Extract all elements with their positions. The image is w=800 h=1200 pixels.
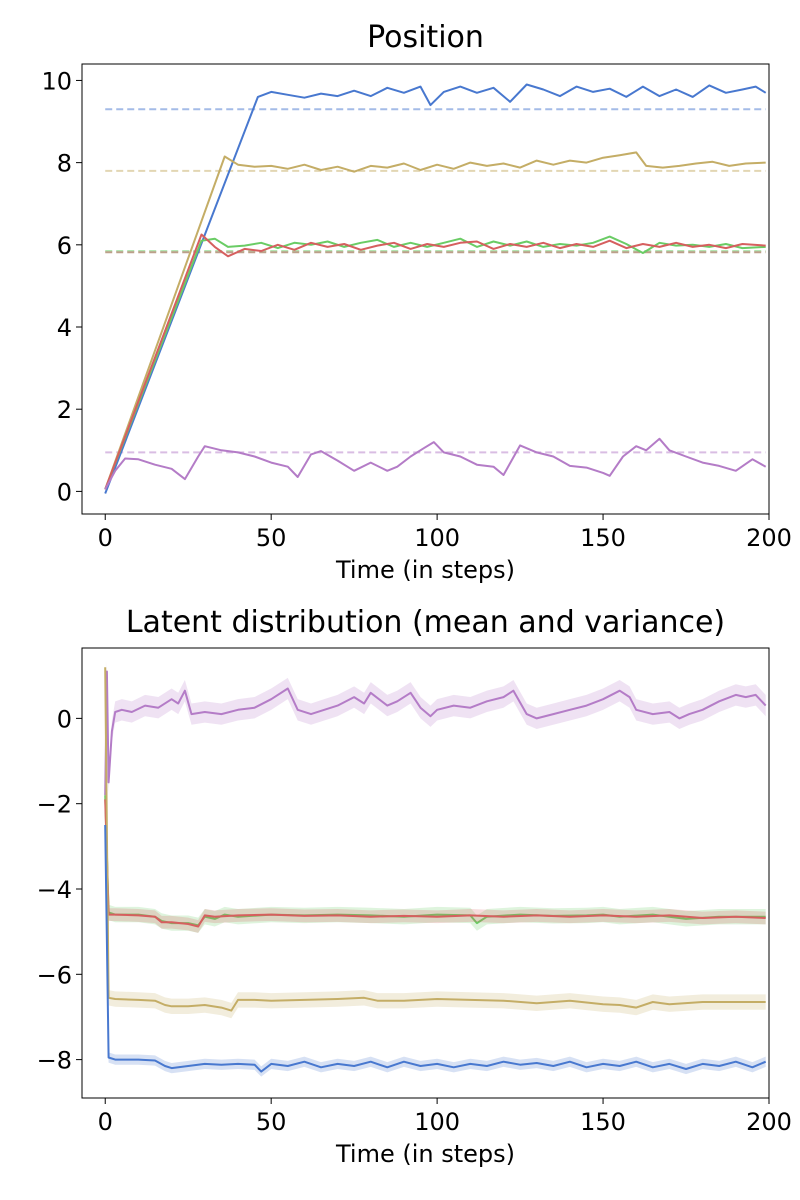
chart-title: Position bbox=[367, 20, 484, 55]
y-tick-label: 2 bbox=[57, 396, 72, 424]
y-tick-label: 4 bbox=[57, 314, 72, 342]
chart-title: Latent distribution (mean and variance) bbox=[126, 605, 725, 640]
series-line bbox=[104, 670, 767, 796]
series-line bbox=[104, 151, 766, 490]
x-tick-label: 0 bbox=[98, 524, 113, 552]
series-line bbox=[104, 799, 766, 928]
series-line bbox=[104, 437, 767, 490]
axes-frame bbox=[81, 647, 770, 1099]
variance-band bbox=[105, 819, 766, 1077]
plot-area bbox=[104, 83, 767, 494]
position-chart: Position 0 50 100 150 200 0 2 4 6 8 10 Time (in step… bbox=[41, 20, 791, 584]
series-line bbox=[104, 824, 767, 1073]
x-tick-label: 200 bbox=[746, 524, 792, 552]
y-tick-label: 0 bbox=[57, 705, 72, 733]
plot-area bbox=[104, 659, 767, 1077]
y-tick-label: −6 bbox=[37, 961, 72, 989]
x-axis-label: Time (in steps) bbox=[335, 1140, 515, 1168]
y-tick-label: 0 bbox=[57, 478, 72, 506]
y-tick-label: 10 bbox=[41, 67, 72, 95]
latent-distribution-chart: Latent distribution (mean and variance) 0… bbox=[37, 605, 792, 1168]
x-axis-label: Time (in steps) bbox=[335, 556, 515, 584]
variance-band bbox=[105, 793, 766, 933]
x-tick-label: 50 bbox=[256, 524, 287, 552]
series-line bbox=[104, 667, 766, 1012]
variance-band bbox=[105, 660, 766, 806]
y-tick-label: 6 bbox=[57, 232, 72, 260]
series-line bbox=[104, 233, 766, 490]
x-tick-label: 50 bbox=[256, 1108, 287, 1136]
x-tick-label: 150 bbox=[580, 524, 626, 552]
x-tick-label: 0 bbox=[98, 1108, 113, 1136]
y-tick-label: −8 bbox=[37, 1047, 72, 1075]
y-tick-label: 8 bbox=[57, 150, 72, 178]
x-tick-label: 100 bbox=[414, 524, 460, 552]
x-tick-label: 100 bbox=[414, 1108, 460, 1136]
y-tick-label: −2 bbox=[37, 791, 72, 819]
series-line bbox=[104, 795, 766, 927]
x-tick-label: 150 bbox=[580, 1108, 626, 1136]
y-tick-label: −4 bbox=[37, 876, 72, 904]
x-tick-label: 200 bbox=[746, 1108, 792, 1136]
axes-frame bbox=[81, 63, 770, 515]
series-line bbox=[104, 83, 767, 494]
